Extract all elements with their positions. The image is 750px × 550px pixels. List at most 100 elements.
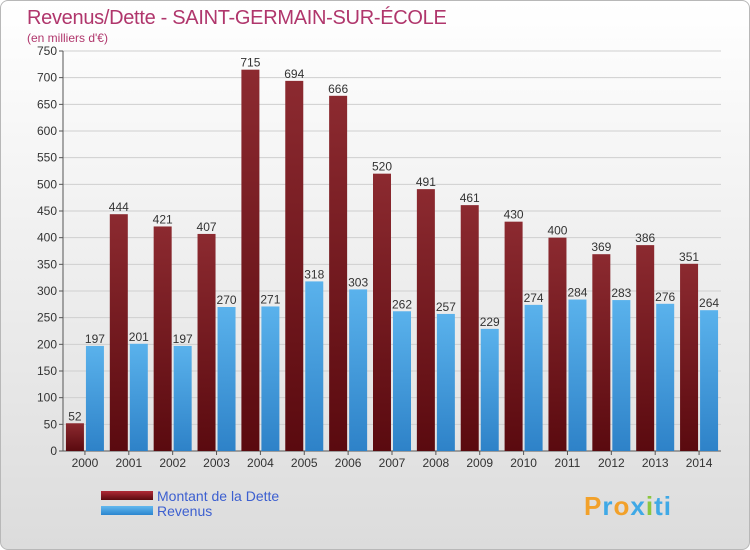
legend-label-debt: Montant de la Dette bbox=[157, 487, 280, 504]
data-label-debt: 666 bbox=[328, 82, 348, 96]
legend-item-revenue: Revenus bbox=[101, 502, 279, 519]
data-label-revenue: 271 bbox=[260, 292, 280, 306]
bar-revenue bbox=[393, 311, 411, 451]
y-tick-label: 50 bbox=[44, 417, 58, 431]
y-tick-label: 100 bbox=[37, 391, 57, 405]
y-tick-label: 650 bbox=[37, 97, 57, 111]
legend-swatch-debt bbox=[101, 491, 153, 500]
bar-revenue bbox=[173, 345, 192, 451]
bar-debt bbox=[373, 173, 391, 451]
data-label-debt: 369 bbox=[591, 240, 611, 254]
data-label-debt: 407 bbox=[197, 220, 217, 234]
bars bbox=[65, 69, 719, 452]
y-tick-label: 0 bbox=[50, 444, 57, 458]
data-label-revenue: 270 bbox=[217, 293, 237, 307]
data-label-revenue: 262 bbox=[392, 297, 412, 311]
y-tick-label: 200 bbox=[37, 337, 57, 351]
bar-debt bbox=[504, 221, 523, 451]
x-tick-label: 2001 bbox=[115, 456, 142, 470]
legend-swatch-revenue bbox=[101, 506, 153, 515]
x-tick-label: 2013 bbox=[642, 456, 669, 470]
bar-debt bbox=[197, 233, 216, 451]
bar-revenue bbox=[349, 289, 368, 451]
bar-debt bbox=[636, 245, 655, 451]
bar-debt bbox=[416, 189, 435, 451]
bar-revenue bbox=[700, 310, 719, 451]
bar-debt bbox=[65, 423, 84, 451]
data-label-revenue: 284 bbox=[567, 286, 587, 300]
x-tick-label: 2006 bbox=[335, 456, 362, 470]
data-labels: 52 197 444 201 421 197 407 270 715 271 694 318 666 30… bbox=[68, 56, 719, 424]
bar-debt bbox=[329, 95, 348, 452]
x-tick-label: 2011 bbox=[555, 456, 581, 470]
y-tick-label: 450 bbox=[37, 204, 57, 218]
bar-debt bbox=[460, 205, 479, 451]
x-tick-label: 2010 bbox=[510, 456, 537, 470]
bar-revenue bbox=[656, 303, 675, 451]
bar-revenue bbox=[217, 307, 236, 451]
bar-debt bbox=[241, 69, 260, 452]
data-label-debt: 715 bbox=[240, 56, 260, 70]
data-label-revenue: 283 bbox=[611, 286, 631, 300]
data-label-revenue: 276 bbox=[655, 290, 675, 304]
data-label-debt: 421 bbox=[153, 212, 173, 226]
bar-debt bbox=[680, 263, 699, 451]
chart-title: Revenus/Dette - SAINT-GERMAIN-SUR-ÉCOLE bbox=[27, 7, 447, 29]
data-label-revenue: 257 bbox=[436, 300, 456, 314]
y-tick-label: 700 bbox=[37, 71, 57, 85]
x-tick-label: 2008 bbox=[423, 456, 450, 470]
legend: Montant de la Dette Revenus bbox=[101, 487, 280, 519]
grid bbox=[63, 50, 721, 452]
data-label-revenue: 229 bbox=[480, 315, 500, 329]
x-tick-label: 2000 bbox=[72, 456, 99, 470]
x-tick-label: 2007 bbox=[379, 456, 406, 470]
y-tick-label: 750 bbox=[37, 44, 57, 58]
bar-revenue bbox=[436, 313, 455, 451]
bar-debt bbox=[592, 254, 611, 451]
data-label-debt: 400 bbox=[547, 224, 567, 238]
x-tick-label: 2005 bbox=[291, 456, 318, 470]
data-label-revenue: 197 bbox=[85, 332, 105, 346]
bar-debt bbox=[109, 214, 128, 451]
x-tick-label: 2012 bbox=[598, 456, 625, 470]
data-label-debt: 694 bbox=[284, 67, 304, 81]
bar-revenue bbox=[480, 328, 499, 451]
y-tick-label: 250 bbox=[37, 311, 57, 325]
bar-debt bbox=[548, 237, 567, 451]
bar-revenue bbox=[261, 306, 280, 451]
data-label-debt: 491 bbox=[416, 175, 436, 189]
x-tick-label: 2004 bbox=[247, 456, 274, 470]
data-label-debt: 386 bbox=[635, 231, 655, 245]
x-tick-label: 2003 bbox=[203, 456, 230, 470]
data-label-revenue: 318 bbox=[304, 267, 324, 281]
data-label-debt: 52 bbox=[68, 409, 82, 423]
y-tick-label: 400 bbox=[37, 231, 57, 245]
axes: 0 50 100 150 200 250 300 350 400 450 500 550 600 650 7… bbox=[37, 44, 721, 470]
data-label-debt: 520 bbox=[372, 160, 392, 174]
bar-revenue bbox=[568, 299, 587, 451]
data-label-debt: 430 bbox=[504, 208, 524, 222]
bar-revenue bbox=[305, 281, 324, 451]
y-tick-label: 150 bbox=[37, 364, 57, 378]
chart-subtitle: (en milliers d'€) bbox=[27, 31, 108, 45]
bar-revenue bbox=[129, 343, 148, 451]
x-tick-label: 2014 bbox=[686, 456, 713, 470]
data-label-revenue: 274 bbox=[524, 291, 544, 305]
data-label-debt: 351 bbox=[679, 250, 699, 264]
y-tick-label: 350 bbox=[37, 257, 57, 271]
y-tick-label: 500 bbox=[37, 177, 57, 191]
y-tick-label: 550 bbox=[37, 151, 57, 165]
data-label-debt: 444 bbox=[109, 200, 129, 214]
legend-item-debt: Montant de la Dette bbox=[101, 487, 280, 504]
proxiti-logo: Proxiti bbox=[584, 491, 672, 521]
data-label-revenue: 264 bbox=[699, 296, 719, 310]
legend-label-revenue: Revenus bbox=[157, 502, 213, 519]
y-tick-label: 300 bbox=[37, 284, 57, 298]
x-tick-label: 2009 bbox=[466, 456, 493, 470]
data-label-revenue: 197 bbox=[173, 332, 193, 346]
x-tick-label: 2002 bbox=[159, 456, 186, 470]
data-label-debt: 461 bbox=[460, 191, 480, 205]
data-label-revenue: 303 bbox=[348, 275, 368, 289]
